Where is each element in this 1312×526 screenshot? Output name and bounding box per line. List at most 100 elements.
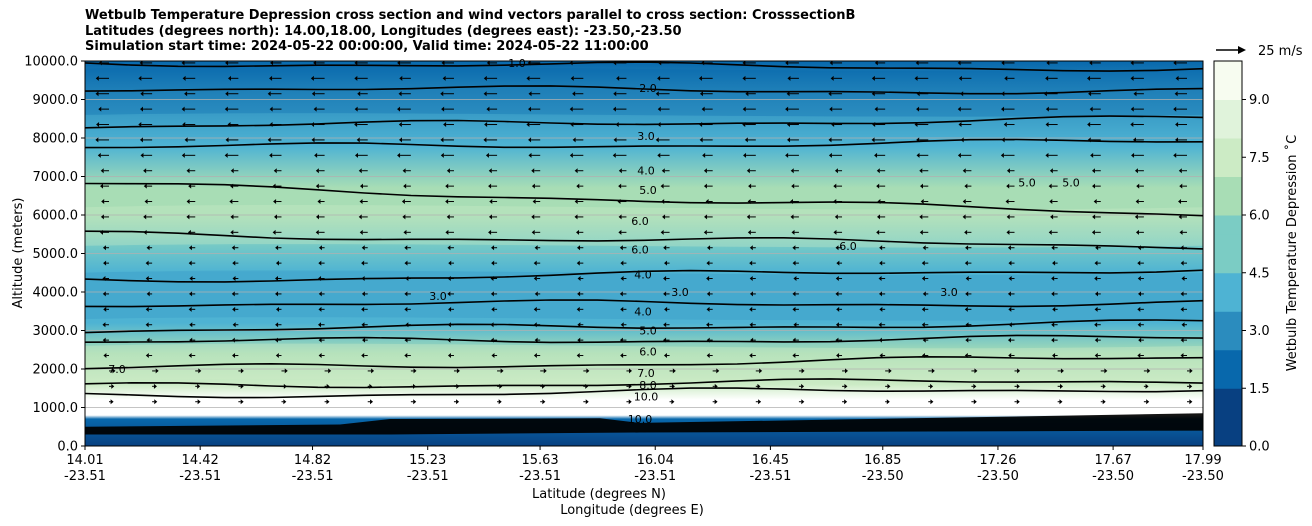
wind-vector-head bbox=[1051, 337, 1055, 343]
wind-vector-head bbox=[576, 229, 580, 235]
wind-vector-head bbox=[1007, 337, 1011, 343]
x-tick-label-lon: -23.50 bbox=[1182, 469, 1224, 484]
wind-vector-head bbox=[1146, 399, 1150, 405]
colorbar-segment bbox=[1214, 80, 1242, 100]
wind-vector-head bbox=[1130, 106, 1134, 112]
depression-band bbox=[85, 204, 1203, 248]
wind-vector-head bbox=[399, 75, 403, 81]
wind-vector-head bbox=[1138, 291, 1142, 297]
wind-vector-head bbox=[318, 353, 322, 359]
wind-vector-head bbox=[1102, 399, 1106, 405]
wind-vector-head bbox=[1052, 353, 1056, 359]
contour-label: 3.0 bbox=[637, 130, 655, 143]
wind-vector-head bbox=[528, 91, 532, 97]
wind-vector-head bbox=[758, 399, 762, 405]
x-tick-label-lon: -23.51 bbox=[407, 469, 449, 484]
wind-vector-head bbox=[403, 229, 407, 235]
chart-title: Wetbulb Temperature Depression cross sec… bbox=[85, 8, 855, 55]
wind-vector-head bbox=[224, 106, 228, 112]
wind-vector-head bbox=[283, 399, 287, 405]
wind-vector-head bbox=[531, 229, 535, 235]
wind-vector-head bbox=[748, 183, 752, 189]
wind-vector-head bbox=[232, 353, 236, 359]
wind-vector-head bbox=[921, 276, 925, 282]
wind-vector-head bbox=[189, 276, 193, 282]
wind-vector-head bbox=[1045, 75, 1049, 81]
colorbar-segment bbox=[1214, 195, 1242, 216]
wind-vector-head bbox=[1174, 91, 1178, 97]
wind-vector-head bbox=[224, 152, 228, 158]
wind-vector-head bbox=[188, 353, 192, 359]
wind-vector-head bbox=[662, 214, 666, 220]
wind-vector-head bbox=[1131, 152, 1135, 158]
wind-vector-head bbox=[714, 399, 718, 405]
wind-vector-head bbox=[965, 322, 969, 328]
contour-label: 3.0 bbox=[671, 286, 689, 299]
wind-vector-head bbox=[919, 168, 923, 174]
wind-vector-head bbox=[361, 353, 365, 359]
wind-vector-head bbox=[491, 245, 495, 251]
wind-vector-head bbox=[361, 306, 365, 312]
wind-vector-head bbox=[1046, 61, 1050, 66]
wind-vector-head bbox=[747, 229, 751, 235]
wind-vector-head bbox=[1000, 152, 1004, 158]
wind-vector-head bbox=[576, 260, 580, 266]
contour-label: 6.0 bbox=[839, 240, 857, 253]
wind-vector-head bbox=[1095, 245, 1099, 251]
wind-vector-head bbox=[759, 368, 763, 374]
wind-vector-head bbox=[412, 383, 416, 389]
colorbar-segment bbox=[1214, 118, 1242, 139]
wind-vector-head bbox=[698, 75, 702, 81]
wind-vector-head bbox=[1130, 122, 1134, 128]
wind-vector-head bbox=[186, 168, 190, 174]
x-tick-label-lon: -23.51 bbox=[749, 469, 791, 484]
wind-vector-head bbox=[705, 199, 709, 205]
wind-vector-head bbox=[1173, 152, 1177, 158]
wind-vector-head bbox=[628, 368, 632, 374]
contour-line bbox=[85, 269, 1203, 283]
wind-vector-head bbox=[872, 122, 876, 128]
colorbar-frame bbox=[1213, 60, 1243, 447]
wind-vector-head bbox=[1045, 152, 1049, 158]
colorbar-segment bbox=[1214, 215, 1242, 235]
x-tick-label-lat: 17.26 bbox=[979, 453, 1016, 468]
x-axis-label-lon: Longitude (degrees E) bbox=[560, 503, 704, 518]
wind-vector-head bbox=[1093, 199, 1097, 205]
wind-vector-head bbox=[703, 168, 707, 174]
wind-vector-head bbox=[1001, 91, 1005, 97]
wind-vector-head bbox=[198, 368, 202, 374]
wind-vector-head bbox=[230, 214, 234, 220]
contour-line bbox=[85, 182, 1203, 217]
wind-vector-head bbox=[110, 399, 114, 405]
wind-vector-head bbox=[139, 61, 143, 66]
wind-vector-head bbox=[916, 106, 920, 112]
wind-vector-head bbox=[1016, 383, 1020, 389]
wind-vector-head bbox=[701, 106, 705, 112]
wind-vector-head bbox=[613, 91, 617, 97]
wind-vector-head bbox=[1145, 383, 1149, 389]
wind-vector-head bbox=[313, 61, 317, 66]
wind-vector-head bbox=[833, 229, 837, 235]
wind-vector-head bbox=[1001, 61, 1005, 66]
wind-vector-head bbox=[655, 137, 659, 143]
wind-vector-head bbox=[102, 291, 106, 297]
wind-vector-head bbox=[915, 61, 919, 66]
wind-vector-head bbox=[1173, 106, 1177, 112]
wind-vector-head bbox=[397, 152, 401, 158]
wind-vector-head bbox=[360, 183, 364, 189]
wind-vector-head bbox=[706, 353, 710, 359]
y-tick-label: 0.0 bbox=[57, 440, 78, 455]
x-tick-label-lon: -23.51 bbox=[292, 469, 334, 484]
wind-vector-head bbox=[706, 306, 710, 312]
wind-vector-head bbox=[655, 91, 659, 97]
x-tick-label-lat: 16.04 bbox=[637, 453, 674, 468]
wind-vector-head bbox=[404, 291, 408, 297]
wind-vector-head bbox=[98, 106, 102, 112]
wind-vector-head bbox=[1180, 245, 1184, 251]
wind-vector-head bbox=[318, 260, 322, 266]
y-axis-label: Altitude (meters) bbox=[11, 198, 26, 309]
wind-vector-head bbox=[534, 245, 538, 251]
wind-vector-head bbox=[445, 199, 449, 205]
wind-vector-head bbox=[835, 322, 839, 328]
